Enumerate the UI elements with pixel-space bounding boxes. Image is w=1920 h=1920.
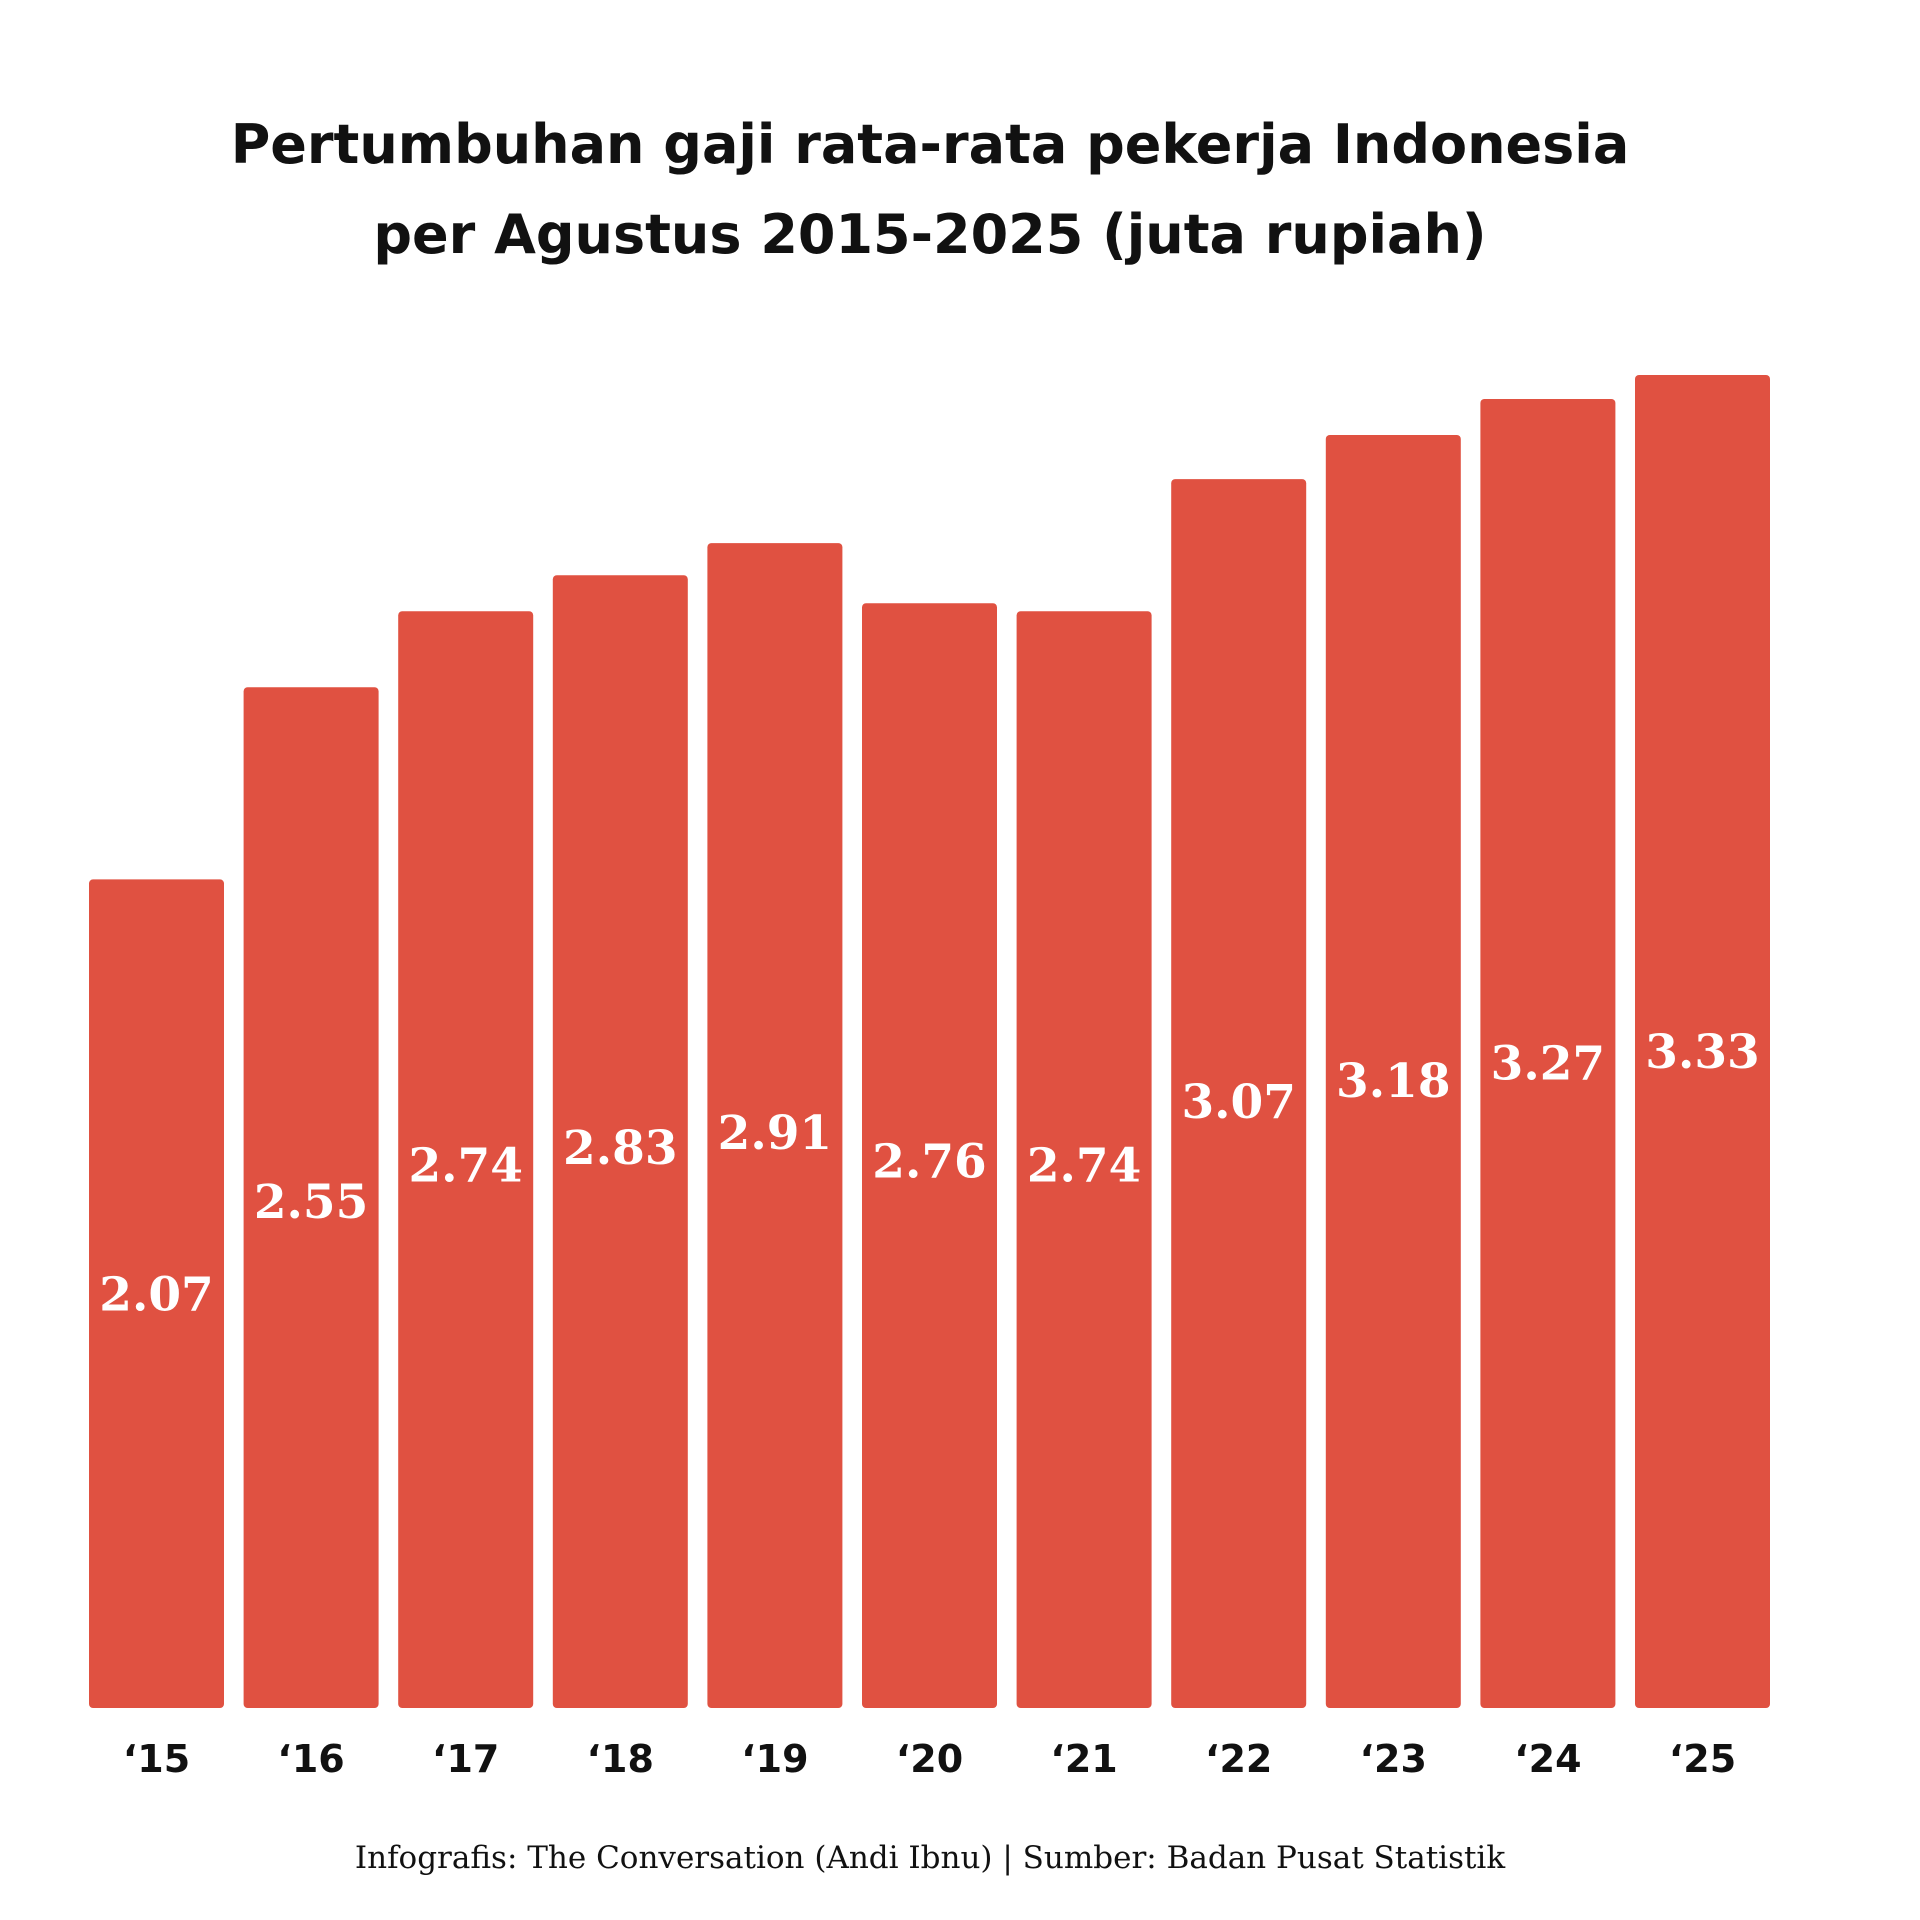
- chart-title: Pertumbuhan gaji rata-rata pekerja Indon…: [0, 100, 1860, 280]
- bar-3: [552, 575, 688, 1709]
- bar-value-label-0: 2.07: [99, 1267, 213, 1322]
- bars: [89, 375, 1770, 1709]
- x-tick-label-5: ‘20: [896, 1737, 963, 1781]
- x-tick-label-7: ‘22: [1205, 1737, 1272, 1781]
- x-tick-label-9: ‘24: [1514, 1737, 1581, 1781]
- bar-1: [243, 687, 379, 1708]
- bar-10: [1635, 375, 1770, 1708]
- bar-4: [707, 543, 843, 1708]
- bar-value-label-8: 3.18: [1336, 1054, 1450, 1109]
- bar-value-label-5: 2.76: [872, 1135, 986, 1190]
- x-tick-label-3: ‘18: [587, 1737, 654, 1781]
- bar-5: [862, 603, 997, 1709]
- chart-title-line-2: per Agustus 2015-2025 (juta rupiah): [373, 203, 1487, 266]
- x-tick-label-6: ‘21: [1050, 1737, 1117, 1781]
- x-tick-label-4: ‘19: [741, 1737, 808, 1781]
- bar-value-label-4: 2.91: [718, 1106, 832, 1161]
- x-tick-label-1: ‘16: [277, 1737, 344, 1781]
- bar-value-label-3: 2.83: [563, 1121, 677, 1176]
- bar-6: [1016, 611, 1152, 1709]
- bar-value-label-1: 2.55: [254, 1175, 368, 1230]
- bar-value-label-7: 3.07: [1181, 1075, 1295, 1130]
- bar-9: [1480, 399, 1616, 1708]
- x-tick-label-10: ‘25: [1669, 1737, 1736, 1781]
- bar-value-label-9: 3.27: [1491, 1037, 1605, 1092]
- footer-credit: Infografis: The Conversation (Andi Ibnu)…: [354, 1840, 1506, 1876]
- bar-value-labels: 2.07 2.55 2.74 2.83 2.91 2.76 2.74 3.07 3.18 3.27…: [99, 1025, 1759, 1322]
- x-tick-label-8: ‘23: [1360, 1737, 1427, 1781]
- bar-value-label-2: 2.74: [408, 1139, 522, 1194]
- bar-8: [1325, 435, 1461, 1708]
- bar-value-label-6: 2.74: [1027, 1139, 1141, 1194]
- bar-0: [89, 879, 224, 1708]
- bar-7: [1171, 479, 1307, 1709]
- bar-2: [398, 611, 534, 1709]
- x-tick-label-2: ‘17: [432, 1737, 499, 1781]
- bar-value-label-10: 3.33: [1645, 1025, 1759, 1080]
- x-tick-label-0: ‘15: [123, 1737, 190, 1781]
- x-tick-labels: ‘15 ‘16 ‘17 ‘18 ‘19 ‘20 ‘21 ‘22 ‘23 ‘24 ‘25: [123, 1737, 1736, 1781]
- chart-title-line-1: Pertumbuhan gaji rata-rata pekerja Indon…: [230, 113, 1630, 176]
